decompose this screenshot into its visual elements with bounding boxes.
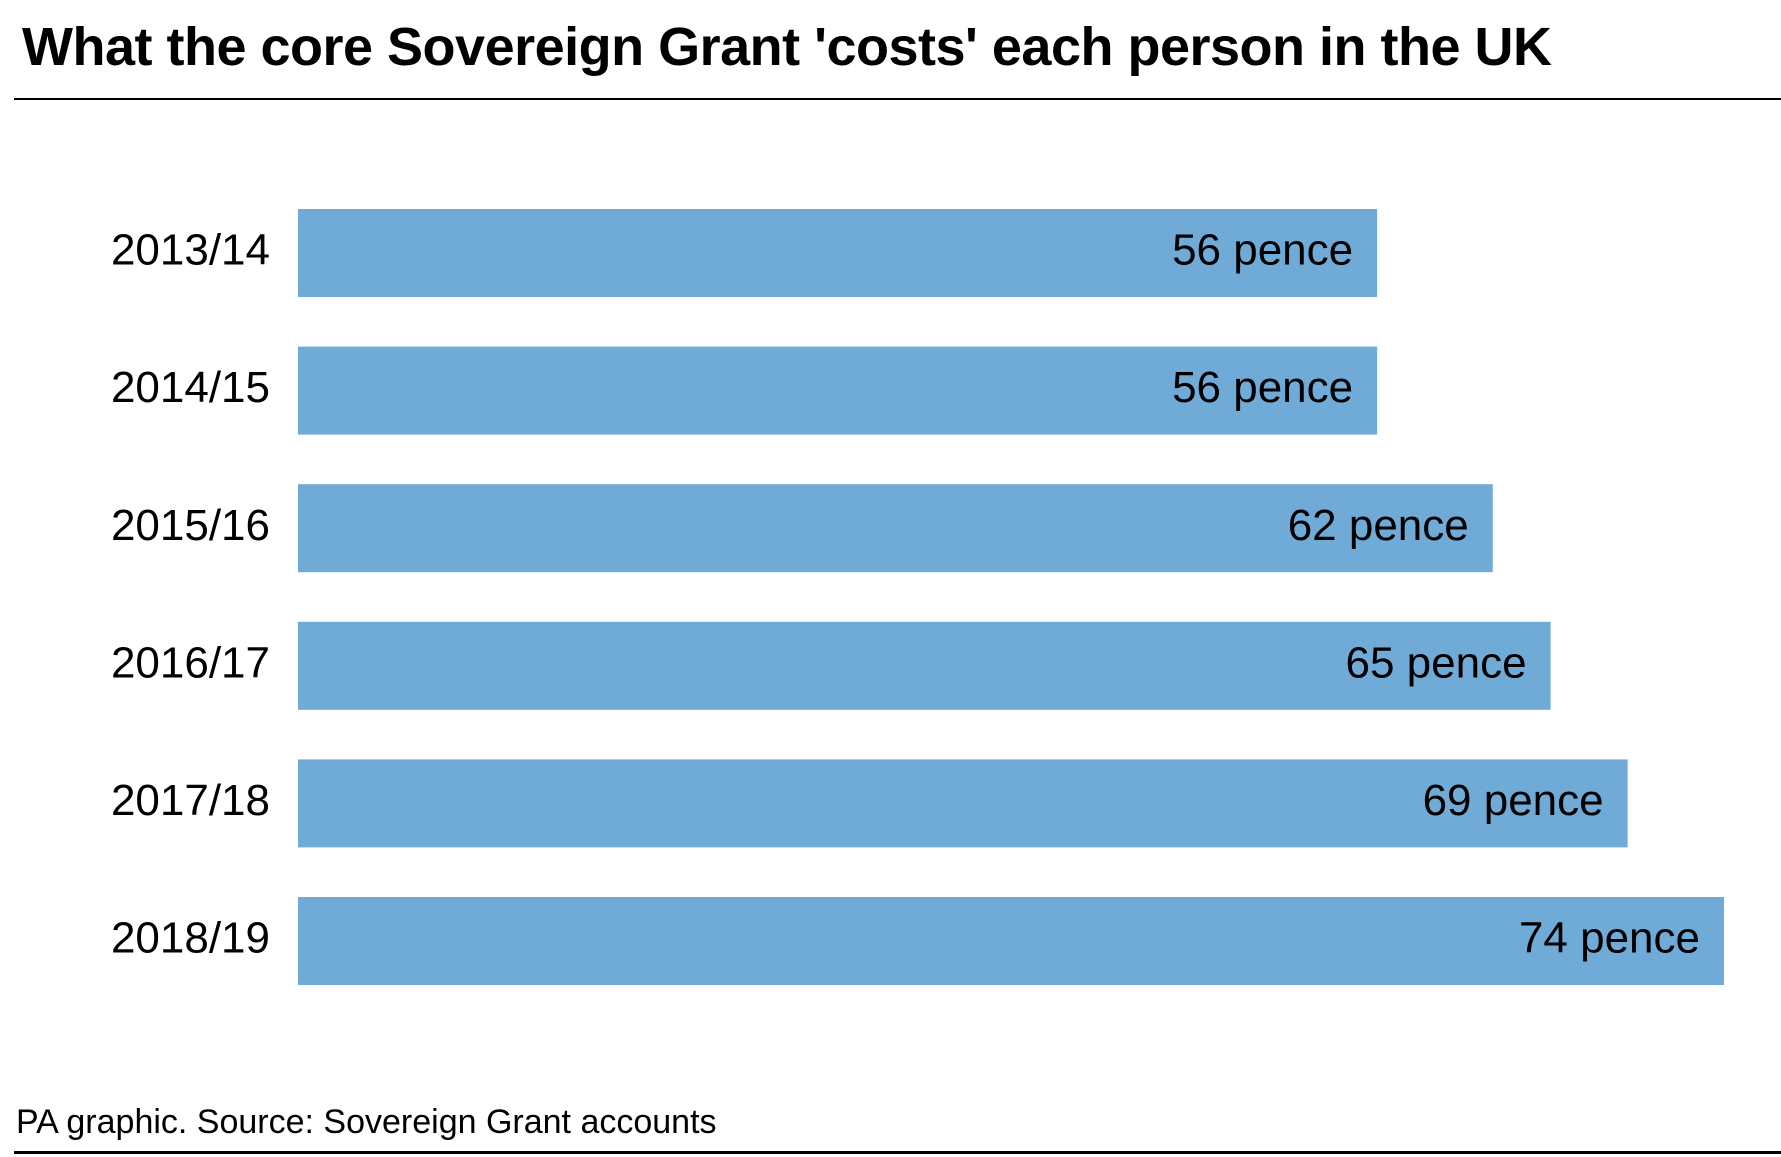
category-label: 2013/14 — [111, 226, 270, 275]
chart-title: What the core Sovereign Grant 'costs' ea… — [22, 17, 1552, 77]
bar-2018-19 — [298, 897, 1724, 985]
value-label: 56 pence — [1172, 363, 1353, 412]
category-label: 2016/17 — [111, 638, 270, 687]
bar-2015-16 — [298, 484, 1493, 573]
bar-2013-14 — [298, 209, 1378, 297]
source-note: PA graphic. Source: Sovereign Grant acco… — [16, 1103, 717, 1141]
footer-divider — [14, 1151, 1781, 1154]
category-label: 2017/18 — [111, 776, 270, 825]
bar-2016-17 — [298, 621, 1551, 710]
bar-2017-18 — [298, 759, 1628, 848]
category-label: 2018/19 — [111, 914, 270, 963]
category-label: 2014/15 — [111, 363, 270, 412]
title-divider — [14, 98, 1781, 100]
value-label: 69 pence — [1423, 776, 1604, 825]
value-label: 62 pence — [1288, 501, 1469, 550]
value-label: 74 pence — [1519, 914, 1700, 963]
value-label: 56 pence — [1172, 226, 1353, 275]
bar-2014-15 — [298, 346, 1378, 435]
category-label: 2015/16 — [111, 501, 270, 550]
value-label: 65 pence — [1346, 638, 1527, 687]
